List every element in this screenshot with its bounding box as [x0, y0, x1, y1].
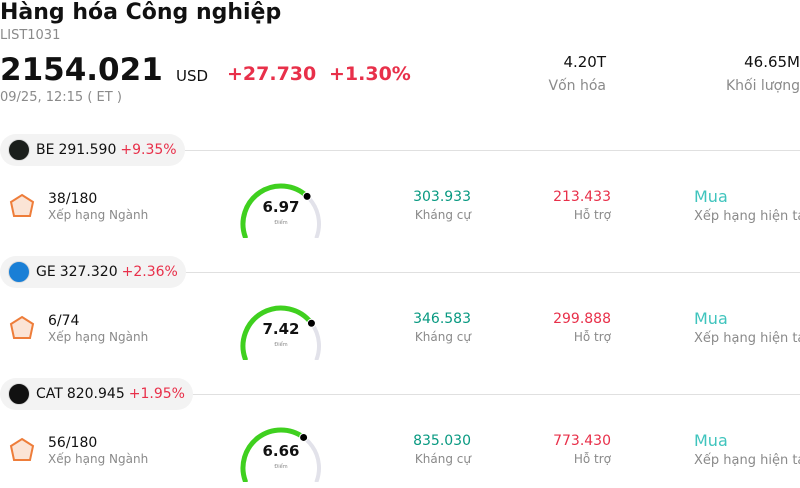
separator	[150, 394, 800, 395]
resistance: 303.933	[413, 189, 471, 205]
change-percent: +1.30%	[329, 63, 411, 85]
rating: Mua	[694, 187, 728, 206]
support-label: Hỗ trợ	[573, 208, 611, 222]
support: 299.888	[553, 311, 611, 327]
support-label: Hỗ trợ	[573, 452, 611, 466]
score: 6.97	[262, 198, 299, 216]
score-label: Điểm	[274, 463, 287, 470]
currency: USD	[176, 67, 209, 85]
resistance: 835.030	[413, 433, 471, 449]
gauge-dot	[299, 432, 309, 442]
change: +27.730	[227, 63, 317, 85]
rank-label: Xếp hạng Ngành	[48, 452, 149, 466]
score: 6.66	[262, 442, 299, 460]
resistance-label: Kháng cự	[414, 330, 471, 344]
support: 213.433	[553, 189, 611, 205]
rank-icon	[9, 437, 35, 461]
rating-label: Xếp hạng hiện tại	[694, 331, 800, 346]
stat-value: 46.65M	[744, 53, 800, 71]
stock-price: 291.590	[58, 142, 117, 158]
rank-label: Xếp hạng Ngành	[48, 208, 149, 222]
gauge-dot	[302, 191, 312, 201]
rating-label: Xếp hạng hiện tại	[694, 209, 800, 224]
icon-shape	[9, 315, 35, 339]
stock-ticker: BE	[36, 142, 55, 158]
gauge-fill	[240, 183, 310, 238]
title: Hàng hóa Công nghiệp	[0, 0, 282, 25]
score-label: Điểm	[274, 341, 287, 348]
resistance: 346.583	[413, 311, 471, 327]
icon-shape	[9, 437, 35, 461]
gauge: 7.42 Điểm	[240, 305, 321, 360]
rank-icon	[9, 315, 35, 339]
logo	[8, 261, 30, 283]
stock-price: 820.945	[66, 386, 125, 402]
rank: 56/180	[48, 435, 98, 451]
resistance-label: Kháng cự	[414, 208, 471, 222]
support: 773.430	[553, 433, 611, 449]
gauge-fill	[240, 305, 314, 360]
stat-label: Vốn hóa	[548, 78, 606, 94]
stock-change: +2.36%	[121, 264, 178, 280]
gauge-dot	[306, 318, 316, 328]
gauge: 6.97 Điểm	[240, 183, 321, 238]
stock-pill[interactable]: CAT 820.945 +1.95%	[0, 378, 193, 410]
stat-label: Khối lượng	[725, 78, 800, 94]
stock-pill[interactable]: BE 291.590 +9.35%	[0, 134, 185, 166]
stock-ticker: CAT	[36, 386, 63, 402]
rank-label: Xếp hạng Ngành	[48, 330, 149, 344]
stock-price: 327.320	[59, 264, 118, 280]
support-label: Hỗ trợ	[573, 330, 611, 344]
rating: Mua	[694, 431, 728, 450]
stat-value: 4.20T	[563, 53, 606, 71]
gauge: 6.66 Điểm	[240, 427, 321, 482]
logo	[8, 139, 30, 161]
logo	[8, 383, 30, 405]
stock-pill[interactable]: GE 327.320 +2.36%	[0, 256, 186, 288]
code: LIST1031	[0, 28, 61, 43]
stock-change: +9.35%	[120, 142, 177, 158]
price: 2154.021	[0, 52, 163, 88]
rating: Mua	[694, 309, 728, 328]
score: 7.42	[262, 320, 299, 338]
rating-label: Xếp hạng hiện tại	[694, 453, 800, 468]
icon-shape	[9, 193, 35, 217]
rank: 6/74	[48, 313, 80, 329]
resistance-label: Kháng cự	[414, 452, 471, 466]
time: 09/25, 12:15 ( ET )	[0, 90, 122, 105]
score-label: Điểm	[274, 219, 287, 226]
stock-ticker: GE	[36, 264, 56, 280]
stock-change: +1.95%	[128, 386, 185, 402]
rank-icon	[9, 193, 35, 217]
rank: 38/180	[48, 191, 98, 207]
gauge-fill	[240, 427, 307, 482]
separator	[150, 150, 800, 151]
separator	[150, 272, 800, 273]
